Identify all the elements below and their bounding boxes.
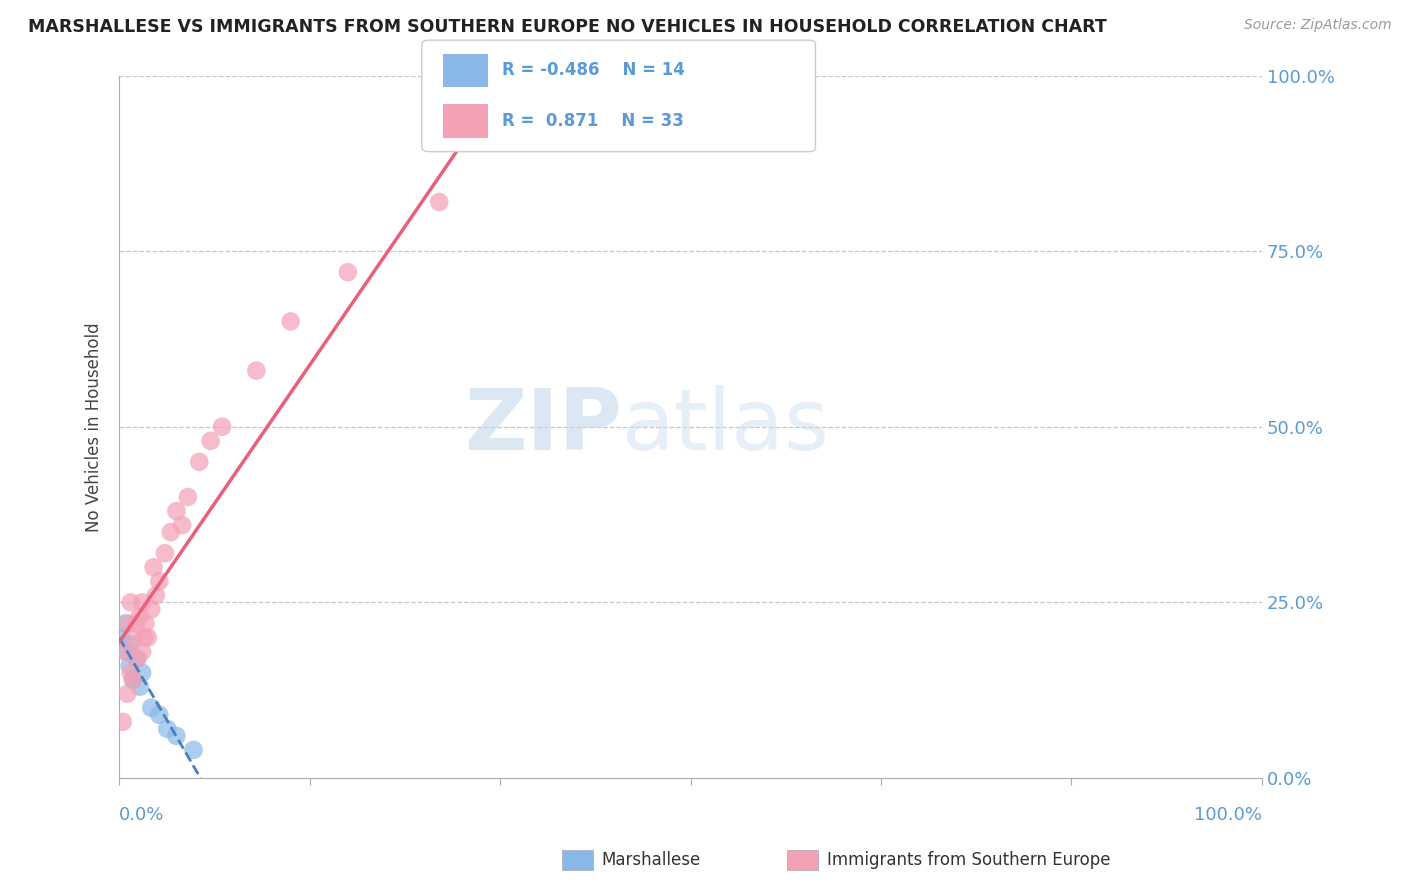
Text: Immigrants from Southern Europe: Immigrants from Southern Europe (827, 851, 1111, 869)
Point (122, 673, 145, 687)
Point (125, 616, 148, 631)
Point (136, 631, 159, 645)
Point (141, 700, 163, 714)
Point (211, 419, 233, 434)
Point (122, 673, 145, 687)
Text: R =  0.871    N = 33: R = 0.871 N = 33 (502, 112, 683, 130)
Point (141, 602, 163, 616)
Point (280, 314, 302, 328)
Point (183, 743, 205, 757)
Point (117, 687, 139, 701)
Point (134, 631, 156, 645)
Text: R = -0.486    N = 14: R = -0.486 N = 14 (502, 62, 685, 79)
Y-axis label: No Vehicles in Household: No Vehicles in Household (86, 322, 103, 532)
Point (117, 644, 139, 658)
Text: 100.0%: 100.0% (1194, 806, 1263, 824)
Text: MARSHALLESE VS IMMIGRANTS FROM SOUTHERN EUROPE NO VEHICLES IN HOUSEHOLD CORRELAT: MARSHALLESE VS IMMIGRANTS FROM SOUTHERN … (28, 18, 1107, 36)
Point (172, 518, 194, 533)
Point (114, 616, 136, 631)
Point (142, 560, 165, 574)
Point (153, 546, 176, 560)
Point (122, 631, 145, 645)
Text: atlas: atlas (621, 385, 830, 468)
Text: Marshallese: Marshallese (602, 851, 702, 869)
Point (131, 665, 153, 680)
Point (110, 631, 132, 645)
Point (145, 588, 167, 602)
Point (131, 644, 153, 658)
Point (120, 665, 142, 680)
Point (117, 616, 139, 631)
Point (565, 69, 588, 83)
Text: ZIP: ZIP (464, 385, 621, 468)
Point (128, 680, 150, 694)
Point (135, 616, 157, 631)
Point (156, 722, 179, 736)
Text: 0.0%: 0.0% (120, 806, 165, 824)
Point (114, 644, 136, 658)
Point (188, 455, 211, 469)
Point (148, 707, 170, 722)
Point (245, 363, 267, 377)
Point (427, 194, 450, 209)
Point (336, 265, 359, 279)
Point (200, 434, 222, 448)
Point (128, 609, 150, 624)
Point (125, 651, 148, 665)
Point (148, 574, 170, 589)
Point (177, 490, 200, 504)
Point (127, 651, 149, 665)
Point (120, 595, 142, 609)
Point (111, 714, 134, 729)
Point (120, 638, 142, 652)
Point (118, 658, 141, 673)
Text: Source: ZipAtlas.com: Source: ZipAtlas.com (1244, 18, 1392, 32)
Point (165, 729, 187, 743)
Point (159, 525, 181, 540)
Point (165, 504, 187, 518)
Point (131, 595, 153, 609)
